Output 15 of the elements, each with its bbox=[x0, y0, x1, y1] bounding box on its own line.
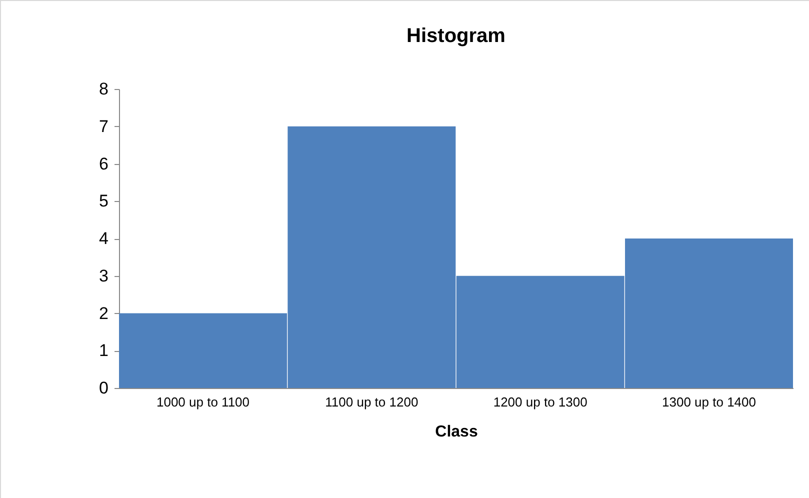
x-tick-label: 1300 up to 1400 bbox=[662, 394, 756, 410]
x-axis-title: Class bbox=[435, 424, 478, 440]
y-tick-label: 0 bbox=[99, 378, 108, 398]
chart-title: Histogram bbox=[406, 25, 506, 47]
x-tick-label: 1000 up to 1100 bbox=[156, 394, 250, 410]
x-tick-label: 1200 up to 1300 bbox=[493, 394, 588, 410]
y-tick-label: 6 bbox=[99, 154, 108, 174]
y-tick-label: 5 bbox=[99, 192, 108, 211]
y-tick-label: 7 bbox=[99, 116, 108, 136]
y-tick-label: 3 bbox=[99, 266, 108, 286]
x-tick-label: 1100 up to 1200 bbox=[325, 394, 418, 410]
y-tick-label: 2 bbox=[99, 304, 108, 323]
y-tick-label: 1 bbox=[99, 341, 108, 360]
y-tick-label: 4 bbox=[99, 229, 108, 248]
y-tick-label: 8 bbox=[99, 80, 108, 98]
